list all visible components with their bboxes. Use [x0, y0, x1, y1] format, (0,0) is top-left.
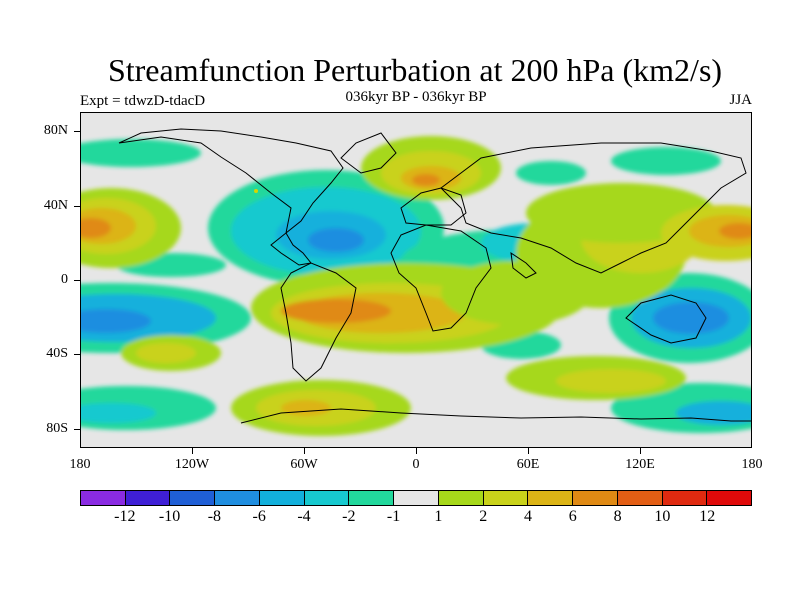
lon-label: 120E [625, 457, 655, 472]
lon-tick [192, 448, 193, 454]
colorbar-label: -8 [207, 508, 222, 525]
colorbar-swatch [304, 491, 350, 505]
lon-label: 180 [741, 457, 763, 472]
experiment-label: Expt = tdwzD-tdacD [80, 93, 206, 109]
colorbar [80, 490, 752, 506]
colorbar-label: -6 [252, 508, 266, 525]
lat-tick [74, 354, 80, 355]
colorbar-swatch [170, 491, 216, 505]
colorbar-swatch [438, 491, 484, 505]
lon-label: 180 [69, 457, 91, 472]
colorbar-label: -4 [297, 508, 311, 525]
lon-label: 60E [516, 457, 540, 472]
lon-label: 60W [290, 457, 318, 472]
lat-tick [74, 206, 80, 207]
lat-label: 40N [43, 198, 68, 213]
lon-tick [528, 448, 529, 454]
colorbar-label: -10 [158, 508, 181, 525]
streamfunction-field [81, 113, 751, 447]
lat-tick [74, 429, 80, 430]
colorbar-label: 10 [654, 508, 671, 525]
season-label: JJA [729, 92, 752, 108]
lon-tick [416, 448, 417, 454]
colorbar-swatch [617, 491, 663, 505]
colorbar-label: -1 [386, 508, 401, 525]
colorbar-label: 2 [479, 508, 488, 525]
colorbar-label: 12 [699, 508, 716, 525]
colorbar-swatch [483, 491, 529, 505]
colorbar-swatch [662, 491, 708, 505]
colorbar-label: 4 [524, 508, 532, 525]
colorbar-swatch [349, 491, 395, 505]
period-subtitle: 036kyr BP - 036kyr BP [345, 89, 487, 105]
lon-label: 120W [174, 457, 210, 472]
colorbar-swatch [394, 491, 439, 505]
chart-title: Streamfunction Perturbation at 200 hPa (… [107, 52, 723, 88]
lat-label: 80N [43, 123, 68, 138]
colorbar-label: -12 [114, 508, 136, 525]
colorbar-swatch [707, 491, 752, 505]
colorbar-swatch [528, 491, 574, 505]
lon-label: 0 [412, 457, 420, 472]
map-panel [80, 112, 752, 448]
lon-tick [304, 448, 305, 454]
lat-tick [74, 280, 80, 281]
colorbar-swatch [125, 491, 171, 505]
colorbar-label: 1 [434, 508, 443, 525]
lat-label: 80S [46, 421, 68, 436]
colorbar-swatch [259, 491, 305, 505]
colorbar-label: 8 [613, 508, 622, 525]
lat-label: 40S [46, 346, 68, 361]
lon-tick [640, 448, 641, 454]
lat-label: 0 [61, 272, 68, 287]
lat-tick [74, 131, 80, 132]
colorbar-swatch [81, 491, 126, 505]
colorbar-label: 6 [568, 508, 577, 525]
colorbar-swatch [215, 491, 260, 505]
colorbar-label: -2 [342, 508, 356, 525]
colorbar-swatch [573, 491, 618, 505]
